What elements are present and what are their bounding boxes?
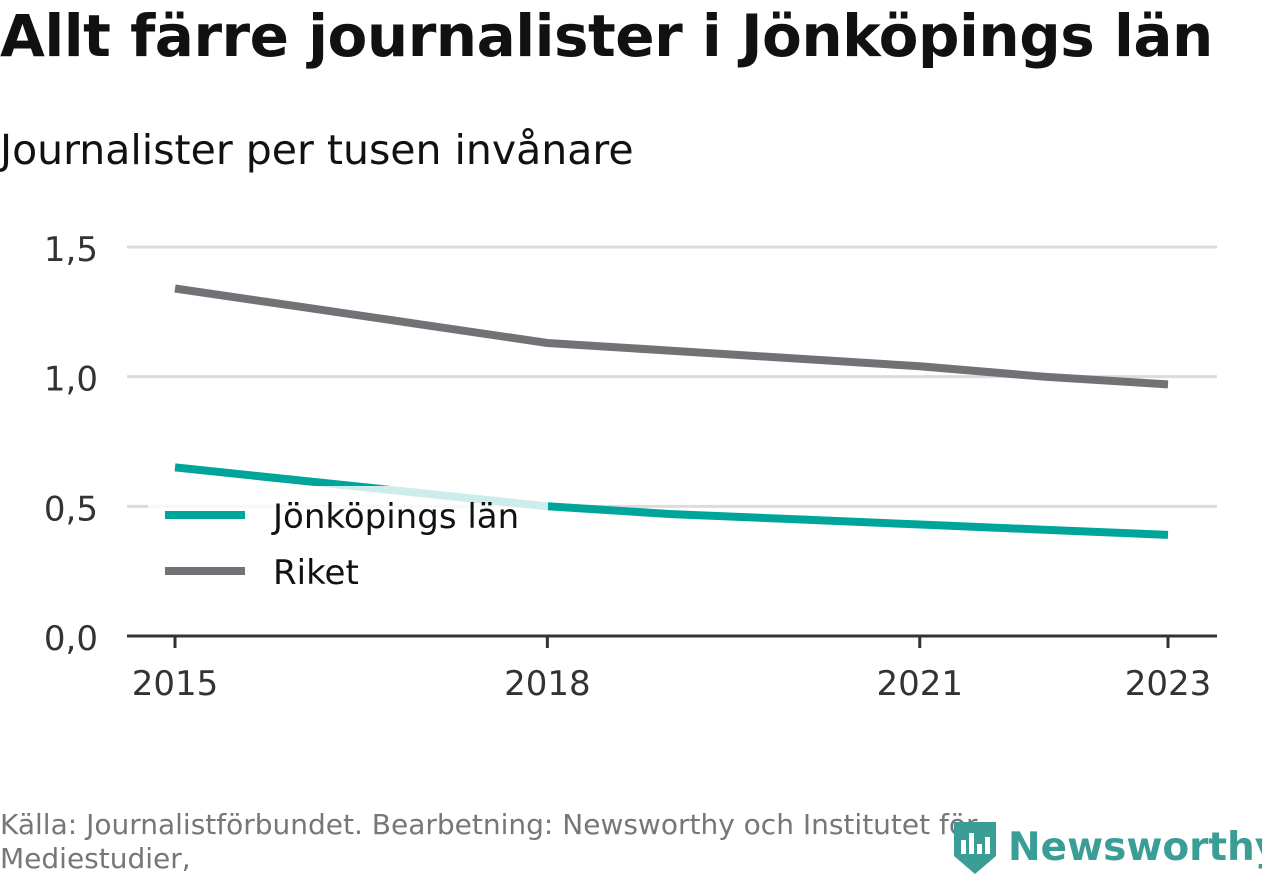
logo-text: Newsworthy <box>1008 824 1262 870</box>
source-note: Källa: Journalistförbundet. Bearbetning:… <box>0 808 978 875</box>
series-lines <box>174 284 1169 539</box>
legend: Jönköpings län Riket <box>148 486 548 598</box>
x-tick-label: 2023 <box>1125 664 1212 704</box>
chart-subtitle: Journalister per tusen invånare <box>0 126 634 174</box>
legend-label: Riket <box>273 553 359 593</box>
y-axis-tick-labels: 0,0 0,5 1,0 1,5 <box>44 230 98 659</box>
legend-background <box>148 486 548 598</box>
newsworthy-logo: Newsworthy <box>950 818 1262 876</box>
y-tick-label: 0,0 <box>44 619 98 659</box>
x-tick-label: 2015 <box>132 664 219 704</box>
chart-title: Allt färre journalister i Jönköpings län <box>0 2 1213 70</box>
x-tick-label: 2018 <box>504 664 591 704</box>
series-line <box>174 463 1169 539</box>
legend-label: Jönköpings län <box>271 497 519 537</box>
x-axis-tick-labels: 2015 2018 2021 2023 <box>132 636 1212 704</box>
series-line <box>174 284 1169 389</box>
y-tick-label: 1,5 <box>44 230 98 270</box>
y-tick-label: 1,0 <box>44 360 98 400</box>
y-tick-label: 0,5 <box>44 489 98 529</box>
newsworthy-bar-chart-icon <box>954 822 996 874</box>
x-tick-label: 2021 <box>876 664 963 704</box>
